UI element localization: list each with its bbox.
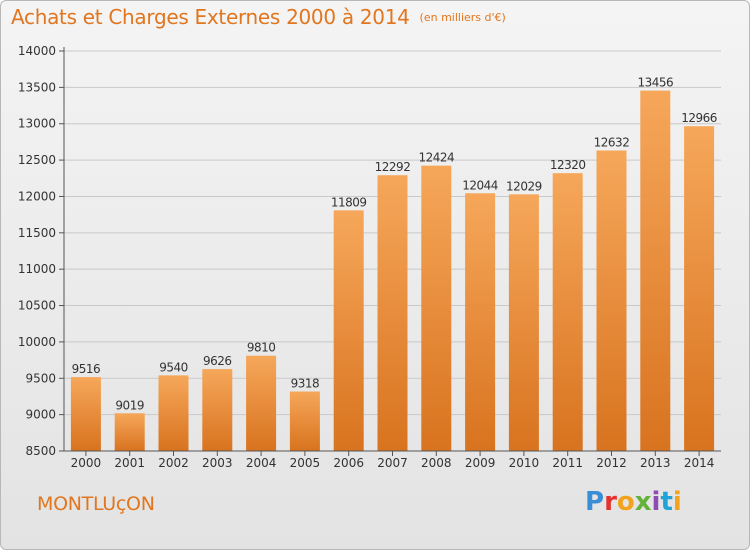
x-tick-label: 2007 xyxy=(377,456,408,470)
y-tick-label: 13000 xyxy=(18,117,56,131)
axes: 8500 9000 9500 10000 10500 11000 11500 12000 125… xyxy=(18,44,721,470)
y-tick-label: 9000 xyxy=(25,408,56,422)
y-tick-label: 8500 xyxy=(25,444,56,458)
y-tick-label: 12500 xyxy=(18,153,56,167)
city-name: MONTLUçON xyxy=(37,493,155,515)
proxiti-logo[interactable]: Proxiti xyxy=(585,487,682,517)
y-tick-label: 11000 xyxy=(18,262,56,276)
data-label: 12632 xyxy=(594,135,630,149)
x-tick-label: 2011 xyxy=(552,456,583,470)
y-tick-label: 14000 xyxy=(18,44,56,58)
x-tick-label: 2012 xyxy=(596,456,627,470)
bar xyxy=(158,375,189,451)
data-label: 9540 xyxy=(159,360,188,374)
data-label: 12320 xyxy=(550,158,586,172)
chart-title: Achats et Charges Externes 2000 à 2014 xyxy=(11,5,410,29)
x-tick-label: 2001 xyxy=(114,456,145,470)
bar xyxy=(640,90,671,452)
y-tick-label: 12000 xyxy=(18,189,56,203)
x-tick-label: 2005 xyxy=(290,456,321,470)
chart-title-block: Achats et Charges Externes 2000 à 2014 (e… xyxy=(11,5,506,29)
data-label: 9318 xyxy=(291,377,320,391)
bar xyxy=(114,413,145,451)
bar xyxy=(377,175,408,451)
y-tick-label: 9500 xyxy=(25,371,56,385)
bar xyxy=(552,173,583,451)
x-tick-label: 2010 xyxy=(509,456,540,470)
data-label: 9019 xyxy=(115,398,144,412)
data-label: 12424 xyxy=(418,151,454,165)
bar xyxy=(202,369,233,451)
data-label: 13456 xyxy=(637,76,673,90)
data-label: 12044 xyxy=(462,178,498,192)
bar xyxy=(421,165,452,452)
data-label: 12029 xyxy=(506,179,542,193)
bar xyxy=(465,193,496,451)
data-label: 9626 xyxy=(203,354,232,368)
x-tick-label: 2009 xyxy=(465,456,496,470)
x-tick-label: 2003 xyxy=(202,456,233,470)
x-tick-label: 2000 xyxy=(71,456,102,470)
x-tick-label: 2004 xyxy=(246,456,277,470)
y-tick-label: 13500 xyxy=(18,80,56,94)
data-label: 9810 xyxy=(247,341,276,355)
data-labels: 9516 9019 9540 9626 9810 9318 11809 12292 12424 1… xyxy=(72,76,718,413)
bar xyxy=(289,391,320,451)
data-label: 11809 xyxy=(331,195,367,209)
bar xyxy=(246,355,277,451)
x-tick-label: 2002 xyxy=(158,456,189,470)
x-tick-label: 2006 xyxy=(333,456,364,470)
chart-subtitle: (en milliers d'€) xyxy=(419,11,506,24)
bars xyxy=(70,90,715,452)
y-tick-label: 10000 xyxy=(18,335,56,349)
x-tick-label: 2008 xyxy=(421,456,452,470)
data-label: 9516 xyxy=(72,362,101,376)
bar xyxy=(70,377,101,451)
data-label: 12966 xyxy=(681,111,717,125)
bar xyxy=(508,194,539,451)
y-tick-label: 10500 xyxy=(18,299,56,313)
y-tick-label: 11500 xyxy=(18,226,56,240)
data-label: 12292 xyxy=(375,160,411,174)
bar xyxy=(684,126,715,451)
bar xyxy=(596,150,627,451)
x-tick-label: 2013 xyxy=(640,456,671,470)
x-tick-label: 2014 xyxy=(684,456,715,470)
bar xyxy=(333,210,364,451)
